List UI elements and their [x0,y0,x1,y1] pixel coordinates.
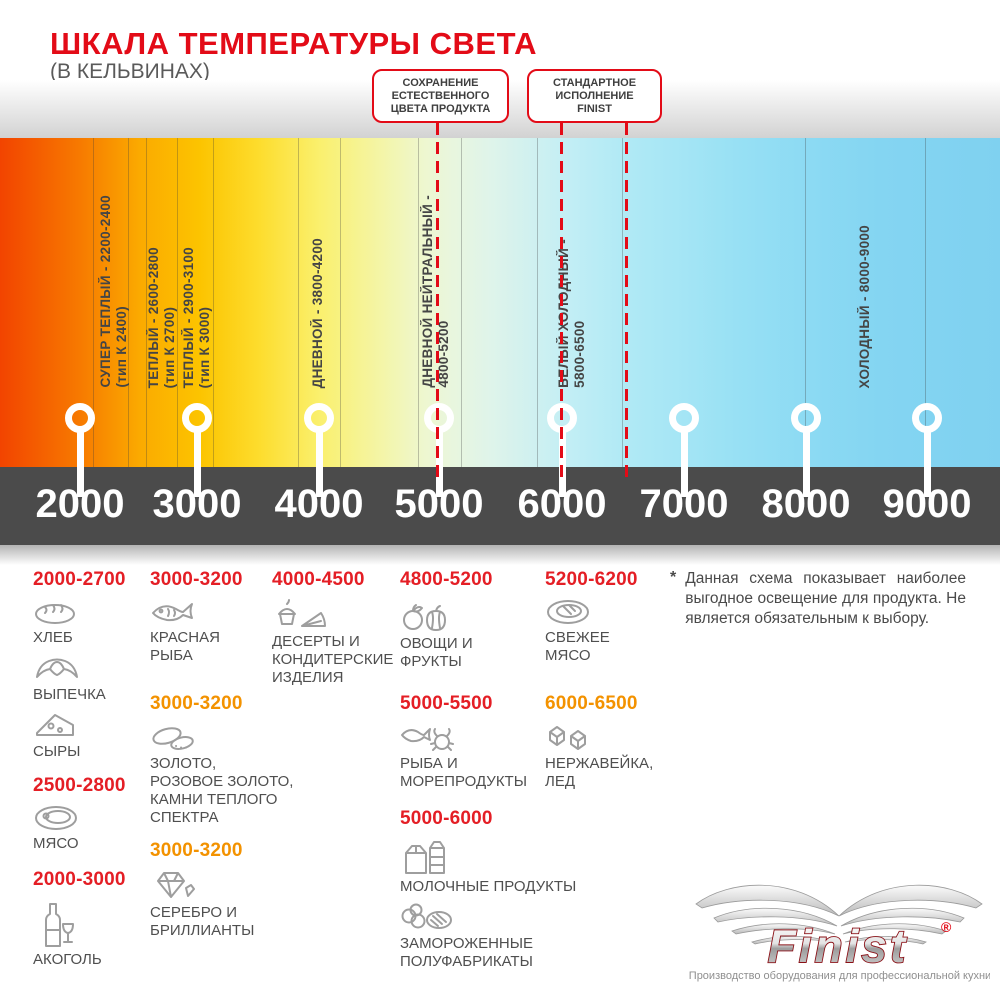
zone-divider [925,138,926,467]
zone-label-cold: ХОЛОДНЫЙ - 8000-9000 [857,224,872,388]
temp-range: 2500-2800 [33,775,126,796]
rings-icon [152,727,194,750]
cheese-icon [36,714,74,736]
axis-tick-6000: 6000 [517,482,607,526]
temp-range: 2000-3000 [33,869,126,890]
croissant-icon [36,658,78,678]
axis-tick-2000: 2000 [35,482,125,526]
legend-item-label: ДЕСЕРТЫ И КОНДИТЕРСКИЕ ИЗДЕЛИЯ [272,633,394,686]
axis-tick-9000: 9000 [882,482,972,526]
temp-range: 5000-6000 [400,808,493,829]
ice-cubes-icon [549,726,586,750]
axis-tick-7000: 7000 [639,482,729,526]
produce-icon [403,604,446,631]
legend-item-label: СЫРЫ [33,743,81,760]
dessert-icon [278,599,326,627]
callout-finist-standard: СТАНДАРТНОЕ ИСПОЛНЕНИЕ FINIST [527,69,662,123]
legend-group: 5000-5500 РЫБА И МОРЕПРОДУКТЫ [400,693,610,797]
temp-range: 5200-6200 [545,569,638,590]
legend-item-label: РЫБА И МОРЕПРОДУКТЫ [400,755,528,790]
legend-group: 6000-6500 НЕРЖАВЕЙКА, ЛЕД [545,693,695,797]
zone-divider [537,138,538,467]
legend-item-label: ВЫПЕЧКА [33,686,106,703]
temp-range: 3000-3200 [150,693,243,714]
legend-item-label: НЕРЖАВЕЙКА, ЛЕД [545,755,654,790]
frozen-food-icon [401,903,452,929]
zone-divider [418,138,419,467]
temp-range: 5000-5500 [400,693,493,714]
legend-item-label: КРАСНАЯ РЫБА [150,629,220,664]
legend-item-label: ОВОЩИ И ФРУКТЫ [400,635,473,670]
axis-tick-8000: 8000 [761,482,851,526]
zone-label-warm-3000: ТЕПЛЫЙ - 2900-3100 (тип К 3000) [181,246,212,388]
legend-item-label: АКОГОЛЬ [33,951,102,968]
legend-group: 5000-6000 МОЛОЧНЫЕ ПРОДУКТЫ ЗАМОРОЖЕННЫЕ… [400,808,610,977]
legend-item-label: ЗАМОРОЖЕННЫЕ ПОЛУФАБРИКАТЫ [400,935,534,970]
zone-divider [213,138,214,467]
pointer-line-6500 [625,123,628,483]
callout-natural-color: СОХРАНЕНИЕ ЕСТЕСТВЕННОГО ЦВЕТА ПРОДУКТА [372,69,509,123]
legend-group: 3000-3200 СЕРЕБРО И БРИЛЛИАНТЫ [150,840,300,946]
zone-divider [622,138,623,467]
kelvin-spectrum-band [0,138,1000,467]
legend-group: 3000-3200 ЗОЛОТО, РОЗОВОЕ ЗОЛОТО, КАМНИ … [150,693,300,833]
bottom-shadow-band [0,545,1000,565]
legend-group: 4800-5200 ОВОЩИ И ФРУКТЫ [400,569,610,677]
temp-range: 3000-3200 [150,569,243,590]
footnote: * Данная схема показывает наиболее выгод… [670,569,966,629]
logo-tagline: Производство оборудования для профессион… [689,970,990,982]
dairy-icon [405,841,445,874]
axis-tick-4000: 4000 [274,482,364,526]
footnote-asterisk: * [670,569,677,586]
meat-icon [35,806,77,830]
finist-logo: Finist ® Производство оборудования для п… [688,870,991,993]
zone-divider [340,138,341,467]
zone-divider [805,138,806,467]
legend-item-label: МЯСО [33,835,79,852]
fresh-meat-icon [547,600,589,624]
pointer-line-6000 [560,123,563,483]
axis-bar [0,467,1000,545]
legend-group: 2500-2800 МЯСО [33,775,153,859]
zone-divider [298,138,299,467]
legend-item-label: СЕРЕБРО И БРИЛЛИАНТЫ [150,904,255,939]
zone-divider [177,138,178,467]
zone-label-warm-2700: ТЕПЛЫЙ - 2600-2800 (тип К 2700) [146,246,177,388]
axis-tick-5000: 5000 [394,482,484,526]
bread-icon [35,604,75,624]
legend-group: 2000-2700 ХЛЕБ ВЫПЕЧКА СЫРЫ [33,569,153,767]
zone-divider [128,138,129,467]
fish-icon [152,603,193,622]
legend-item-label: ХЛЕБ [33,629,73,646]
footnote-text: Данная схема показывает наиболее выгодно… [685,570,966,627]
wings-icon [695,884,983,945]
alcohol-icon [45,903,74,947]
legend-item-label: СВЕЖЕЕ МЯСО [545,629,610,664]
diamond-icon [157,872,195,898]
temp-range: 6000-6500 [545,693,638,714]
temp-range: 4800-5200 [400,569,493,590]
brand-name: Finist [768,920,909,972]
temp-range: 3000-3200 [150,840,243,861]
page-subtitle: (В КЕЛЬВИНАХ) [50,60,210,83]
legend-group: 4000-4500 ДЕСЕРТЫ И КОНДИТЕРСКИЕ ИЗДЕЛИЯ [272,569,422,693]
page-title: ШКАЛА ТЕМПЕРАТУРЫ СВЕТА [50,26,537,61]
temp-range: 4000-4500 [272,569,365,590]
zone-divider [146,138,147,467]
legend-item-label: МОЛОЧНЫЕ ПРОДУКТЫ [400,878,577,895]
legend-group: 5200-6200 СВЕЖЕЕ МЯСО [545,569,695,671]
zone-label-daylight: ДНЕВНОЙ - 3800-4200 [310,237,325,388]
zone-divider [93,138,94,467]
legend-group: 2000-3000 АКОГОЛЬ [33,869,153,975]
zone-divider [461,138,462,467]
axis-tick-3000: 3000 [152,482,242,526]
legend-group: 3000-3200 КРАСНАЯ РЫБА [150,569,290,671]
temp-range: 2000-2700 [33,569,126,590]
seafood-icon [401,728,454,751]
pointer-line-5000 [436,123,439,483]
legend-item-label: ЗОЛОТО, РОЗОВОЕ ЗОЛОТО, КАМНИ ТЕПЛОГО СП… [150,755,294,826]
zone-label-super-warm: СУПЕР ТЕПЛЫЙ - 2200-2400 (тип К 2400) [98,195,129,388]
registered-mark: ® [941,919,952,935]
